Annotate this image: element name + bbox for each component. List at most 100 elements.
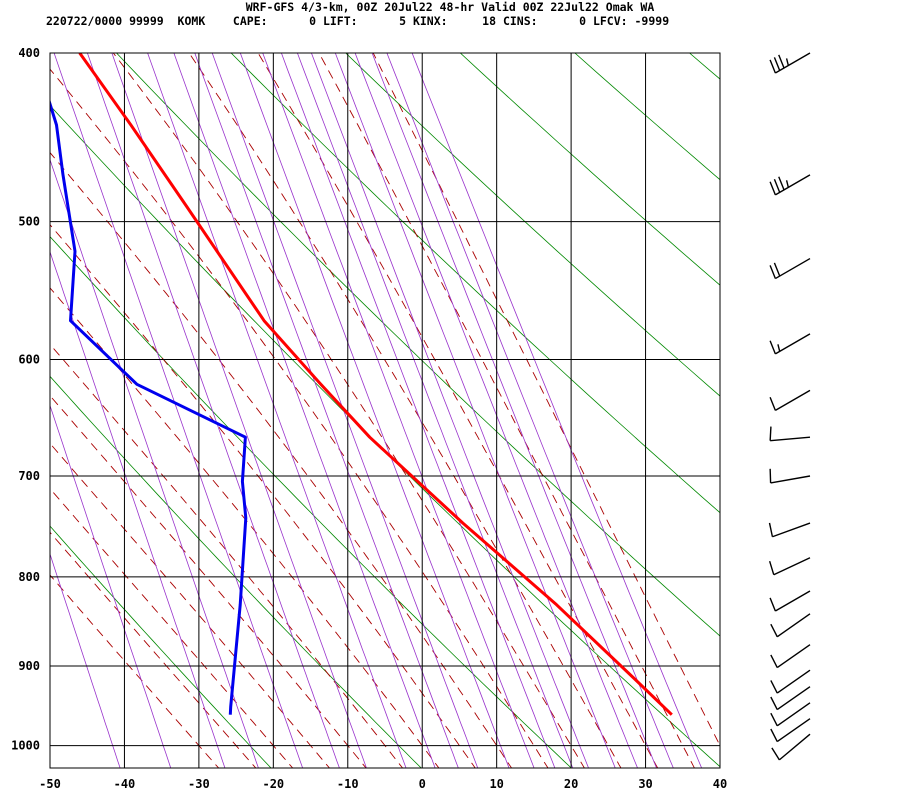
- mixing-ratio-line: [239, 53, 510, 768]
- wind-barb-staff: [776, 613, 811, 638]
- x-tick-label: 10: [489, 777, 503, 791]
- moist-adiabat-line: [50, 442, 331, 768]
- moist-adiabat-line: [188, 53, 622, 768]
- moist-adiabat-line: [50, 68, 549, 768]
- wind-barb-staff: [778, 733, 811, 761]
- sounding-profiles: [50, 53, 673, 716]
- wind-barb: [769, 590, 811, 612]
- y-tick-label: 800: [18, 570, 40, 584]
- dry-adiabat-line: [689, 53, 720, 80]
- wind-barb-feather: [778, 176, 785, 191]
- wind-barb: [769, 174, 811, 196]
- wind-barb-feather: [769, 426, 772, 441]
- wind-barb-feather: [773, 179, 781, 193]
- wind-barb-feather: [768, 522, 774, 537]
- wind-barb-staff: [776, 669, 811, 694]
- x-tick-label: -40: [114, 777, 136, 791]
- wind-barb-feather: [769, 396, 777, 411]
- mixing-ratio-line: [386, 53, 674, 768]
- moist-adiabat-line: [50, 574, 220, 768]
- wind-barb: [769, 333, 811, 355]
- wind-barb-feather: [778, 54, 785, 69]
- wind-barb-staff: [775, 333, 811, 355]
- wind-barb-feather: [769, 340, 777, 355]
- wind-barb-feather: [770, 680, 778, 694]
- moist-adiabat-line: [50, 343, 404, 768]
- wind-barb-feather: [769, 181, 777, 196]
- wind-barb-staff: [773, 557, 811, 576]
- mixing-ratio-line: [211, 53, 479, 768]
- wind-barb-staff: [775, 389, 811, 411]
- wind-barb-feather: [770, 654, 778, 668]
- wind-barb-feather: [785, 180, 790, 188]
- wind-barb-staff: [772, 522, 811, 538]
- wind-barb-feather: [770, 696, 778, 710]
- wind-barb-feather: [785, 58, 790, 66]
- mixing-ratio-line: [311, 53, 589, 768]
- x-tick-label: 30: [638, 777, 652, 791]
- moist-adiabat-line: [112, 53, 585, 768]
- wind-barb: [770, 644, 811, 669]
- dry-adiabat-line: [116, 53, 720, 637]
- mixing-ratio-line: [50, 250, 226, 768]
- wind-barb-feather: [777, 344, 781, 352]
- wind-barb-staff: [775, 590, 811, 612]
- wind-barb: [769, 389, 811, 411]
- dry-adiabat-line: [50, 525, 272, 768]
- x-tick-label: -30: [188, 777, 210, 791]
- dry-adiabat-line: [460, 53, 720, 286]
- y-tick-label: 400: [18, 46, 40, 60]
- mixing-ratio-line: [371, 53, 657, 768]
- y-tick-label: 500: [18, 215, 40, 229]
- wind-barb: [769, 468, 811, 484]
- wind-barb: [770, 669, 811, 694]
- x-tick-labels: -50 -40 -30 -20 -10 0 10 20 30 40: [39, 777, 727, 791]
- mixing-ratio-line: [194, 53, 459, 768]
- moist-adiabat-line: [372, 53, 720, 747]
- y-tick-label: 700: [18, 469, 40, 483]
- mixing-ratio-line: [262, 53, 535, 768]
- wind-barb-staff: [776, 718, 811, 743]
- dry-adiabat-line: [804, 53, 900, 783]
- mixing-ratio-line: [111, 53, 367, 768]
- dry-adiabat-line: [50, 375, 422, 768]
- wind-barb-staff: [776, 702, 811, 727]
- mixing-ratio-line: [173, 53, 436, 768]
- wind-barb-feather: [770, 623, 778, 638]
- wind-barb-staff: [775, 257, 811, 280]
- y-tick-label: 900: [18, 659, 40, 673]
- dry-adiabat-line: [345, 53, 720, 397]
- temperature-profile-line: [78, 53, 673, 716]
- mixing-ratio-line: [297, 53, 574, 768]
- moist-adiabat-line: [257, 53, 659, 768]
- grid-lines: [49, 52, 721, 768]
- wind-barb-feather: [769, 597, 777, 612]
- dry-adiabat-line: [50, 236, 572, 768]
- wind-barb-staff: [776, 686, 811, 711]
- wind-barb-staff: [775, 174, 811, 196]
- thermo-background-lines: [50, 53, 900, 783]
- mixing-ratio-line: [50, 158, 259, 768]
- y-tick-label: 600: [18, 352, 40, 366]
- dewpoint-profile-line: [50, 98, 248, 715]
- wind-barb: [769, 426, 811, 442]
- mixing-ratio-line: [50, 552, 121, 768]
- y-tick-labels: 400 500 600 700 800 900 1000: [11, 46, 40, 753]
- wind-barbs: [768, 52, 811, 761]
- wind-barb-feather: [773, 57, 781, 71]
- moist-adiabat-line: [50, 151, 513, 768]
- x-tick-label: 40: [713, 777, 727, 791]
- wind-barb-feather: [773, 262, 781, 277]
- moist-adiabat-line: [50, 531, 257, 768]
- wind-barb-feather: [768, 560, 775, 575]
- x-tick-label: -20: [262, 777, 284, 791]
- wind-barb: [769, 257, 811, 280]
- dry-adiabat-line: [230, 53, 720, 514]
- mixing-ratio-line: [281, 53, 556, 768]
- dry-adiabat-line: [50, 105, 720, 768]
- wind-barb: [770, 686, 811, 711]
- wind-barb: [770, 613, 811, 638]
- mixing-ratio-line: [354, 53, 638, 768]
- wind-barb: [769, 52, 811, 74]
- station-stats-line: 220722/0000 99999 KOMK CAPE: 0 LIFT: 5 K…: [46, 14, 670, 28]
